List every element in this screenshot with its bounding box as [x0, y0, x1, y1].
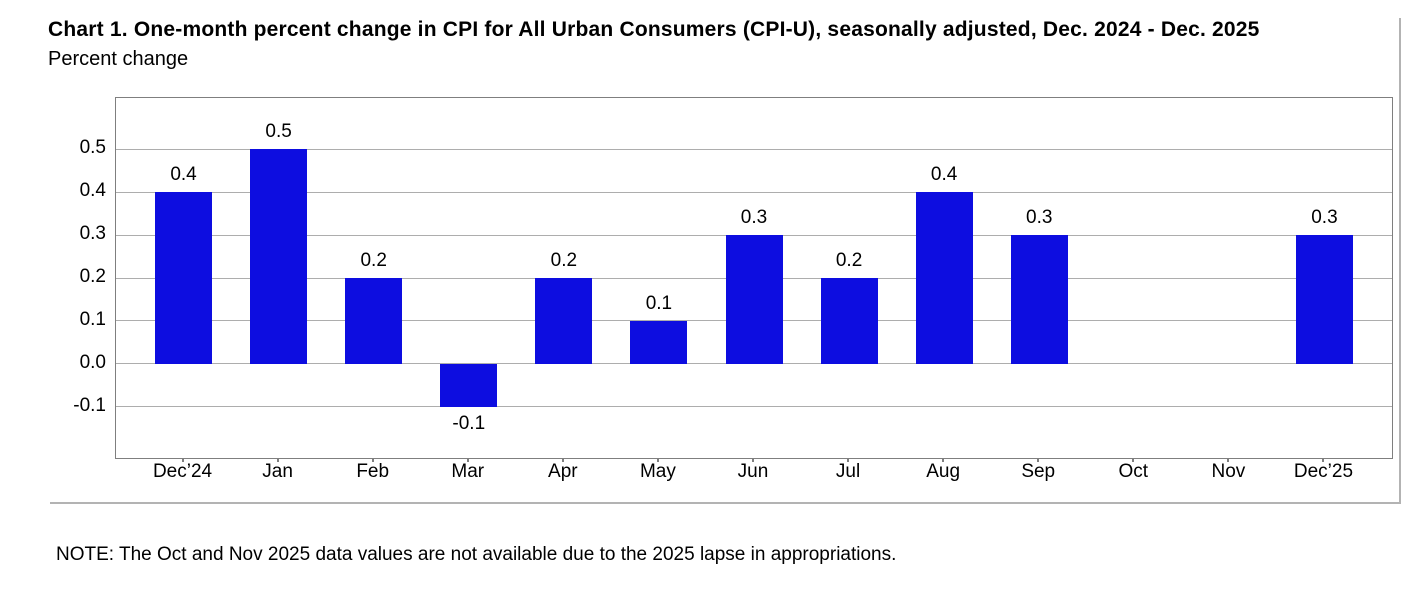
- x-axis-tick: [371, 458, 374, 462]
- x-axis-tick: [942, 458, 945, 462]
- x-axis-tick: [276, 458, 279, 462]
- x-axis-tick: [847, 458, 850, 462]
- x-axis-label: Sep: [1021, 461, 1056, 482]
- bar-value-label: 0.3: [1026, 207, 1053, 229]
- plot-area: 0.4 0.5 0.2 -0.1 0.2 0.1 0.3 0.2 0.4 0.3 0.3: [115, 97, 1393, 459]
- bar: [1010, 235, 1068, 364]
- x-axis-label: Feb: [356, 461, 390, 482]
- gridline: [116, 363, 1392, 365]
- y-tick-label: 0.3: [79, 223, 106, 245]
- y-tick-label: 0.2: [79, 266, 106, 287]
- bar-value-label: 0.4: [930, 164, 958, 186]
- x-axis-tick: [1037, 458, 1040, 462]
- x-axis-label: Jan: [262, 461, 293, 482]
- y-tick-label: -0.1: [73, 394, 106, 416]
- x-axis-tick: [1132, 458, 1135, 462]
- x-axis-label: Dec’25: [1293, 461, 1354, 482]
- bar-value-label: 0.2: [835, 250, 863, 271]
- x-axis-label: Oct: [1118, 461, 1149, 482]
- gridline: [116, 191, 1392, 193]
- bar-value-label: 0.4: [170, 164, 197, 186]
- bar-value-label: 0.2: [360, 250, 387, 271]
- bar-value-label: 0.5: [265, 121, 292, 143]
- gridline: [116, 406, 1392, 408]
- bar-value-label: 0.3: [740, 207, 768, 229]
- bar-value-label: 0.2: [550, 250, 578, 271]
- bar: [155, 192, 213, 364]
- x-axis-tick: [1227, 458, 1230, 462]
- bar: [345, 278, 403, 364]
- x-axis-label: Jun: [737, 461, 769, 482]
- bar: [440, 363, 498, 407]
- bar-value-label: 0.3: [1311, 207, 1338, 229]
- x-axis-label: Nov: [1211, 461, 1246, 482]
- y-tick-label: 0.0: [79, 351, 106, 373]
- y-tick-label: 0.5: [79, 137, 106, 159]
- bar: [535, 278, 593, 364]
- horizontal-divider-line: [50, 502, 1400, 504]
- bar: [250, 149, 308, 364]
- bar: [630, 320, 688, 364]
- x-axis-tick: [656, 458, 659, 462]
- x-axis-label: Dec’24: [152, 461, 213, 482]
- gridline: [116, 148, 1392, 150]
- x-axis-label: May: [639, 461, 676, 482]
- footnote: NOTE: The Oct and Nov 2025 data values a…: [56, 544, 897, 565]
- x-axis-tick: [181, 458, 184, 462]
- x-axis-tick: [466, 458, 469, 462]
- x-axis-label: Mar: [451, 461, 485, 482]
- x-axis-tick: [561, 458, 564, 462]
- x-axis-label: Aug: [926, 461, 961, 482]
- x-axis-tick: [1322, 458, 1325, 462]
- x-axis-label: Jul: [835, 461, 861, 482]
- bar-value-label: -0.1: [452, 412, 486, 434]
- x-axis-tick: [752, 458, 754, 462]
- page-right-border-line: [1399, 18, 1401, 504]
- x-axis-label: Apr: [548, 461, 578, 482]
- bar: [820, 278, 878, 364]
- bar: [1295, 235, 1353, 364]
- y-tick-label: 0.4: [79, 180, 106, 202]
- bar-value-label: 0.1: [645, 292, 673, 314]
- y-tick-label: 0.1: [79, 308, 106, 330]
- chart-title: Chart 1. One-month percent change in CPI…: [48, 18, 1260, 41]
- y-axis-caption: Percent change: [48, 48, 189, 70]
- bar: [725, 235, 783, 364]
- bar: [915, 192, 973, 364]
